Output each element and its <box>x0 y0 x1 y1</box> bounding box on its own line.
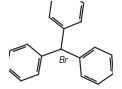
Text: Br: Br <box>59 56 69 65</box>
